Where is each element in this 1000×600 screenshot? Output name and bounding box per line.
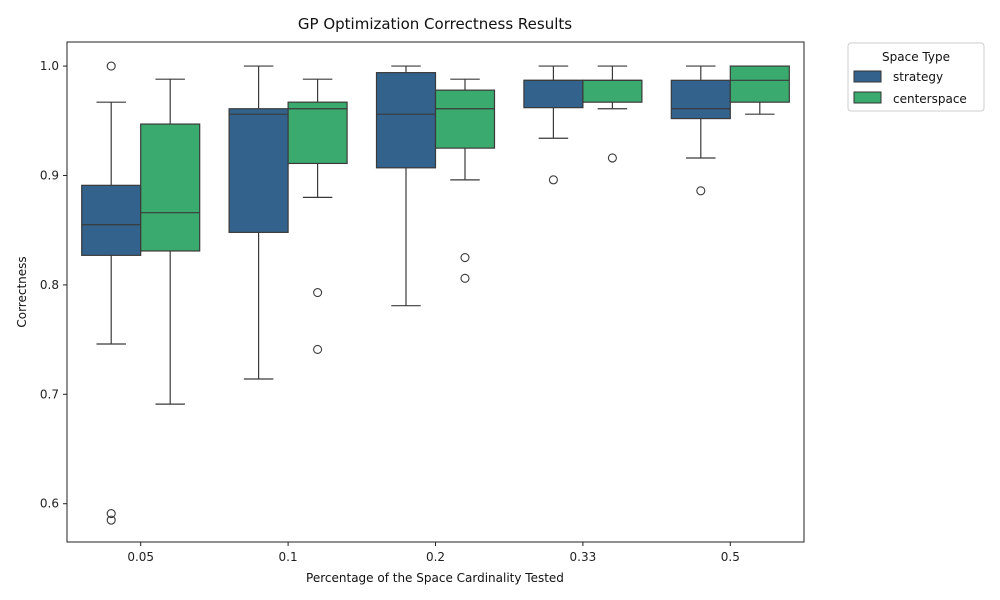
- chart-title: GP Optimization Correctness Results: [298, 15, 572, 33]
- y-axis: 0.6 0.7 0.8 0.9 1.0: [40, 59, 67, 511]
- outlier-point: [106, 515, 116, 525]
- box-centerspace-0.05: [140, 78, 201, 405]
- legend-label-centerspace: centerspace: [893, 92, 967, 106]
- box-centerspace-0.2: [434, 78, 496, 283]
- y-tick-label: 0.6: [40, 497, 59, 511]
- box-body: [434, 89, 496, 149]
- box-centerspace-0.5: [729, 65, 790, 115]
- outlier-point: [548, 175, 558, 185]
- x-tick-label: 0.5: [721, 550, 740, 564]
- outlier-point: [106, 509, 116, 519]
- y-tick-label: 0.7: [40, 387, 59, 401]
- box-centerspace-0.1: [287, 78, 348, 354]
- x-tick-label: 0.05: [127, 550, 154, 564]
- x-axis-label: Percentage of the Space Cardinality Test…: [306, 571, 564, 585]
- box-body: [228, 108, 289, 233]
- outlier-point: [696, 186, 706, 196]
- outlier-point: [313, 287, 323, 298]
- outlier-point: [106, 61, 116, 71]
- box-strategy-0.33: [523, 65, 584, 185]
- box-centerspace-0.33: [582, 65, 643, 163]
- box-strategy-0.05: [81, 61, 142, 525]
- legend-label-strategy: strategy: [893, 70, 943, 84]
- box-body: [375, 72, 437, 169]
- box-body: [523, 79, 584, 109]
- y-tick-label: 0.8: [40, 278, 59, 292]
- x-tick-label: 0.2: [426, 550, 445, 564]
- box-strategy-0.5: [670, 65, 731, 196]
- box-strategy-0.1: [228, 65, 289, 380]
- outlier-point: [460, 273, 470, 283]
- box-body: [287, 101, 348, 165]
- box-body: [140, 123, 201, 252]
- x-tick-label: 0.1: [279, 550, 298, 564]
- box-strategy-0.2: [375, 65, 437, 307]
- box-body: [582, 79, 643, 103]
- outlier-point: [607, 153, 617, 163]
- plot-area: [81, 61, 790, 525]
- y-tick-label: 1.0: [40, 59, 59, 73]
- outlier-point: [313, 344, 323, 354]
- box-body: [670, 79, 731, 120]
- y-tick-label: 0.9: [40, 168, 59, 182]
- box-body: [81, 184, 142, 256]
- y-axis-label: Correctness: [15, 256, 29, 327]
- outlier-point: [460, 252, 470, 263]
- legend: Space Type strategy centerspace: [847, 42, 985, 112]
- legend-swatch-centerspace: [853, 91, 882, 104]
- box-body: [729, 65, 790, 103]
- legend-title: Space Type: [882, 50, 950, 64]
- x-tick-label: 0.33: [570, 550, 597, 564]
- legend-swatch-strategy: [853, 70, 882, 83]
- x-axis: 0.05 0.1 0.2 0.33 0.5: [127, 542, 740, 564]
- legend-frame: [847, 42, 985, 112]
